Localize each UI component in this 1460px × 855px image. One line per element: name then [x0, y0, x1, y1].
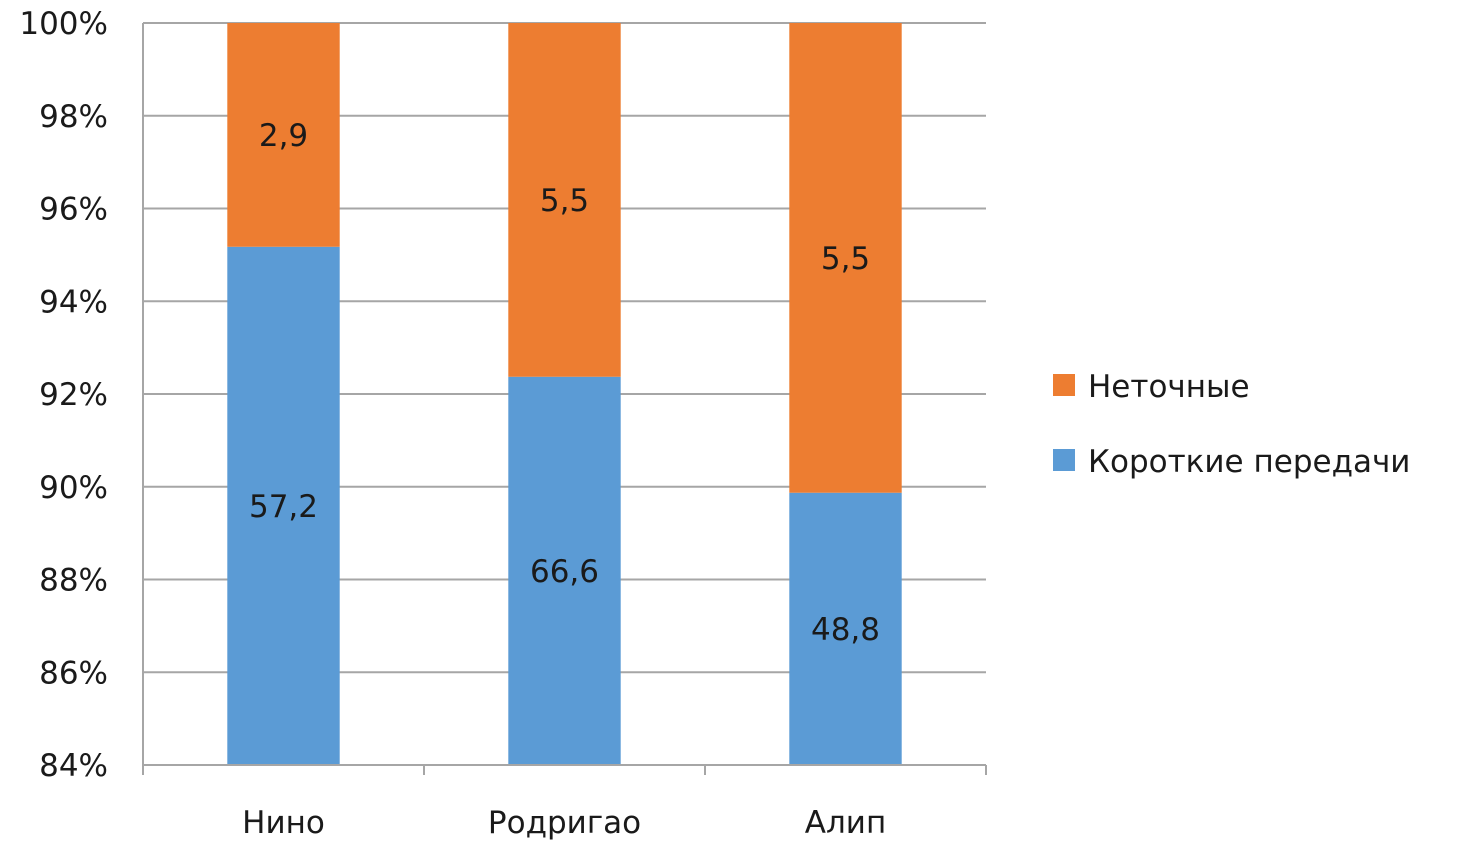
y-tick-label: 94%	[39, 284, 108, 320]
bar-segment	[227, 23, 340, 247]
bar-segment	[789, 23, 902, 493]
data-label: 5,5	[540, 183, 589, 219]
data-label: 57,2	[249, 489, 318, 525]
y-tick-label: 92%	[39, 377, 108, 413]
legend-swatch	[1053, 374, 1075, 396]
axes	[142, 23, 987, 775]
data-label: 2,9	[259, 118, 308, 154]
data-label: 66,6	[530, 554, 599, 590]
category-labels: Нино Родригао Алип	[242, 805, 886, 841]
y-tick-label: 86%	[39, 655, 108, 691]
y-tick-label: 96%	[39, 192, 108, 228]
y-tick-label: 88%	[39, 563, 108, 599]
data-labels: 57,2 2,9 66,6 5,5 48,8 5,5	[249, 118, 880, 648]
category-label: Родригао	[488, 805, 641, 841]
y-tick-label: 90%	[39, 470, 108, 506]
legend-label: Неточные	[1088, 369, 1250, 405]
legend-label: Короткие передачи	[1088, 444, 1410, 480]
bar-segment	[227, 246, 340, 765]
bars	[227, 23, 902, 765]
bar-segment	[508, 376, 621, 765]
legend-swatch	[1053, 449, 1075, 471]
data-label: 48,8	[811, 612, 880, 648]
category-label: Алип	[805, 805, 886, 841]
y-tick-label: 84%	[39, 748, 108, 784]
bar-segment	[508, 23, 621, 377]
legend: Неточные Короткие передачи	[1053, 369, 1410, 480]
bar-segment	[789, 492, 902, 765]
data-label: 5,5	[821, 241, 870, 277]
y-tick-label: 100%	[19, 6, 108, 42]
y-tick-labels: 84% 86% 88% 90% 92% 94% 96% 98% 100%	[19, 6, 108, 784]
y-tick-label: 98%	[39, 99, 108, 135]
category-label: Нино	[242, 805, 325, 841]
